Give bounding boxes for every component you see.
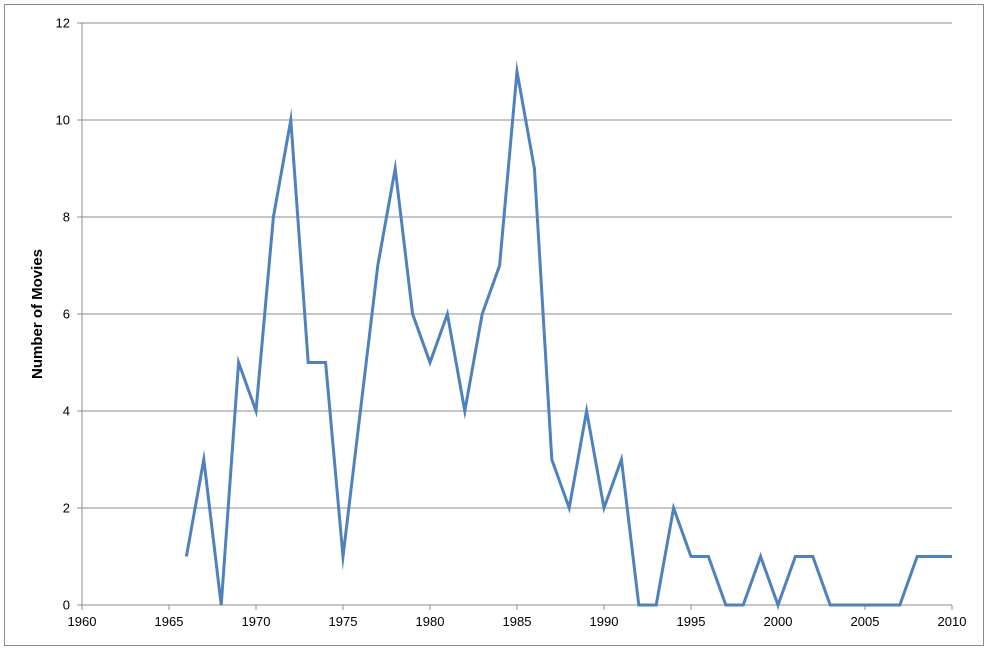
data-point bbox=[881, 604, 883, 606]
data-point bbox=[759, 555, 761, 557]
data-point bbox=[203, 458, 205, 460]
x-tick-label: 1960 bbox=[68, 614, 97, 629]
x-tick-label: 1990 bbox=[590, 614, 619, 629]
data-point bbox=[342, 555, 344, 557]
y-tick-label: 8 bbox=[63, 210, 70, 225]
data-point bbox=[498, 264, 500, 266]
x-tick-label: 1975 bbox=[329, 614, 358, 629]
data-point bbox=[864, 604, 866, 606]
y-tick-label: 6 bbox=[63, 307, 70, 322]
x-tick-label: 2000 bbox=[764, 614, 793, 629]
data-point bbox=[777, 604, 779, 606]
data-point bbox=[742, 604, 744, 606]
data-point bbox=[812, 555, 814, 557]
data-point bbox=[585, 410, 587, 412]
data-point bbox=[516, 70, 518, 72]
data-point bbox=[672, 507, 674, 509]
data-point bbox=[725, 604, 727, 606]
x-tick-label: 1985 bbox=[503, 614, 532, 629]
data-point bbox=[359, 410, 361, 412]
series-layer bbox=[184, 60, 953, 610]
y-tick-label: 12 bbox=[56, 16, 70, 31]
data-point bbox=[411, 313, 413, 315]
data-point bbox=[829, 604, 831, 606]
data-point bbox=[933, 555, 935, 557]
series-line-0 bbox=[184, 60, 952, 610]
data-point bbox=[707, 555, 709, 557]
data-point bbox=[481, 313, 483, 315]
data-point bbox=[446, 313, 448, 315]
data-point bbox=[568, 507, 570, 509]
data-point bbox=[464, 410, 466, 412]
data-point bbox=[290, 119, 292, 121]
data-point bbox=[377, 264, 379, 266]
chart-area bbox=[4, 4, 984, 646]
data-point bbox=[620, 458, 622, 460]
data-point bbox=[324, 361, 326, 363]
data-point bbox=[690, 555, 692, 557]
data-point bbox=[794, 555, 796, 557]
data-point bbox=[655, 604, 657, 606]
data-point bbox=[551, 458, 553, 460]
data-point bbox=[951, 555, 953, 557]
data-point bbox=[394, 167, 396, 169]
data-point bbox=[916, 555, 918, 557]
data-point bbox=[307, 361, 309, 363]
y-tick-label: 2 bbox=[63, 501, 70, 516]
y-tick-label: 4 bbox=[63, 404, 70, 419]
data-point bbox=[272, 216, 274, 218]
y-tick-label: 0 bbox=[63, 598, 70, 613]
data-point bbox=[533, 167, 535, 169]
y-axis-title: Number of Movies bbox=[29, 249, 46, 379]
data-point bbox=[846, 604, 848, 606]
data-point bbox=[255, 410, 257, 412]
x-tick-label: 2010 bbox=[938, 614, 967, 629]
data-point bbox=[638, 604, 640, 606]
x-tick-label: 1965 bbox=[155, 614, 184, 629]
x-tick-label: 1980 bbox=[416, 614, 445, 629]
x-tick-label: 1970 bbox=[242, 614, 271, 629]
y-tick-label: 10 bbox=[56, 113, 70, 128]
tick-labels: 0 2 4 6 8 10 12 1960 1965 1970 1975 1980 1985 1990 199… bbox=[56, 16, 967, 630]
x-tick-label: 1995 bbox=[677, 614, 706, 629]
x-tick-label: 2005 bbox=[851, 614, 880, 629]
data-point bbox=[185, 555, 187, 557]
gridlines bbox=[82, 22, 952, 509]
data-point bbox=[237, 361, 239, 363]
data-point bbox=[899, 604, 901, 606]
data-point bbox=[603, 507, 605, 509]
axes bbox=[77, 22, 953, 610]
data-point bbox=[429, 361, 431, 363]
data-point bbox=[220, 604, 222, 606]
